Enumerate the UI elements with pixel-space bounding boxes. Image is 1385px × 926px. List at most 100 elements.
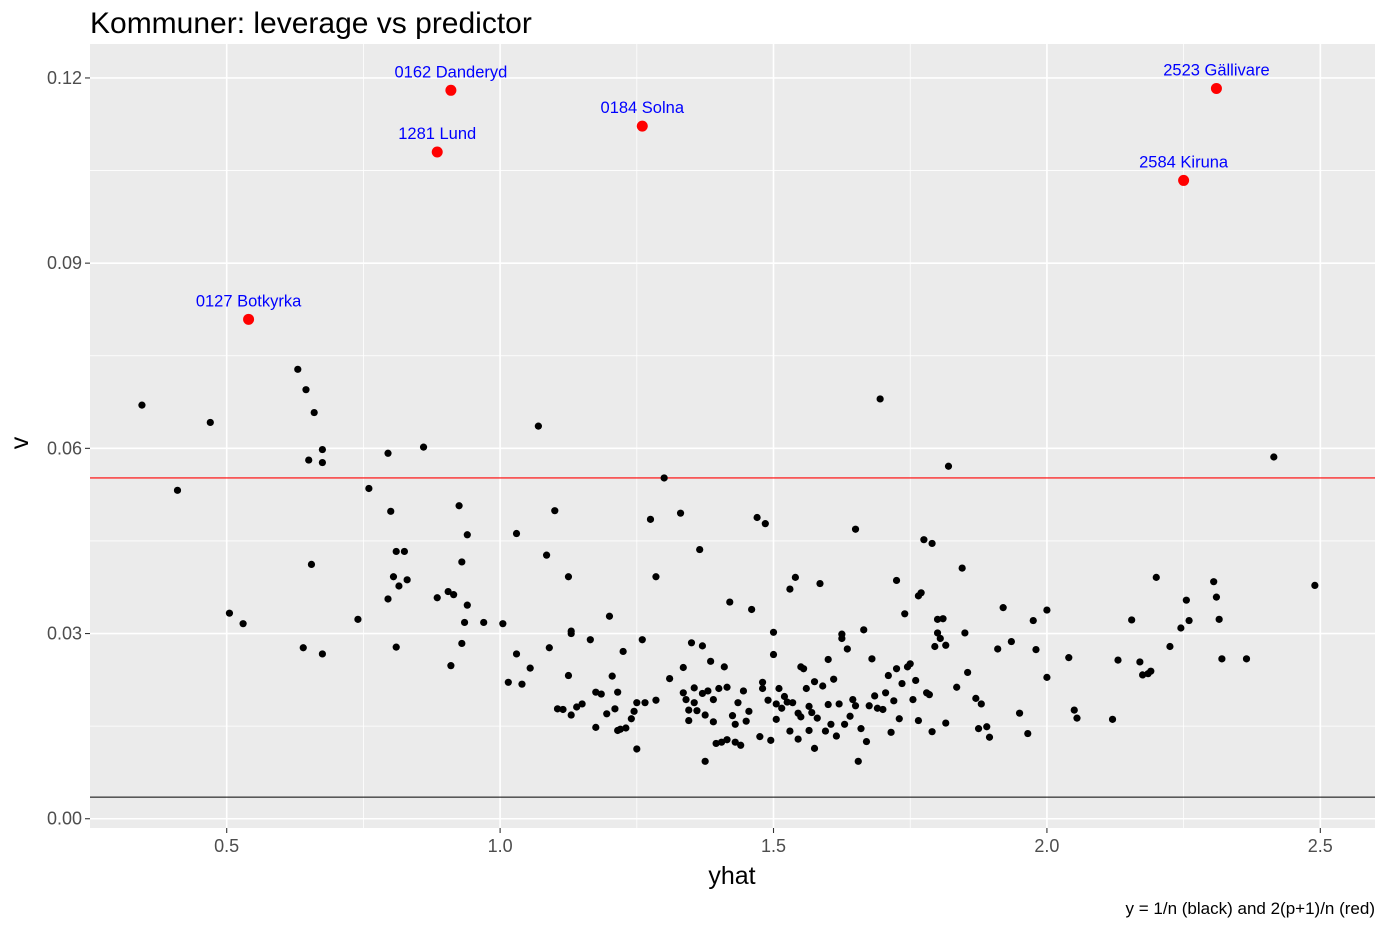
data-point	[1065, 654, 1072, 661]
data-point	[890, 697, 897, 704]
data-point	[920, 536, 927, 543]
data-point	[1043, 606, 1050, 613]
data-point	[401, 548, 408, 555]
data-point	[226, 610, 233, 617]
data-point	[961, 629, 968, 636]
data-point	[1270, 453, 1277, 460]
data-point	[871, 692, 878, 699]
data-point	[912, 677, 919, 684]
data-point	[926, 691, 933, 698]
data-point	[461, 619, 468, 626]
data-point	[770, 629, 777, 636]
data-point	[505, 679, 512, 686]
y-axis-title: v	[6, 436, 34, 449]
data-point	[302, 386, 309, 393]
data-point	[680, 664, 687, 671]
data-point	[685, 706, 692, 713]
data-point	[893, 665, 900, 672]
data-point	[568, 630, 575, 637]
data-point	[893, 577, 900, 584]
data-point	[748, 606, 755, 613]
data-point	[1177, 624, 1184, 631]
y-tick-label: 0.00	[47, 809, 82, 829]
data-point	[294, 366, 301, 373]
data-point	[754, 514, 761, 521]
data-point	[855, 758, 862, 765]
data-point	[887, 729, 894, 736]
data-point	[420, 444, 427, 451]
data-point	[972, 695, 979, 702]
data-point	[907, 660, 914, 667]
data-point	[994, 645, 1001, 652]
data-point	[822, 727, 829, 734]
data-point	[931, 643, 938, 650]
data-point	[740, 687, 747, 694]
y-tick-label: 0.12	[47, 68, 82, 88]
data-point	[614, 689, 621, 696]
data-point	[319, 459, 326, 466]
data-point	[387, 508, 394, 515]
data-point	[450, 591, 457, 598]
data-point	[393, 548, 400, 555]
data-point	[551, 507, 558, 514]
highlighted-point-label: 2584 Kiruna	[1139, 153, 1229, 171]
data-point	[860, 626, 867, 633]
data-point	[1311, 582, 1318, 589]
data-point	[527, 665, 534, 672]
data-point	[464, 602, 471, 609]
x-axis: 0.5 1.0 1.5 2.0 2.5	[214, 828, 1333, 856]
highlighted-point	[432, 147, 443, 158]
data-point	[513, 650, 520, 657]
data-point	[1128, 616, 1135, 623]
data-point	[844, 645, 851, 652]
data-point	[464, 531, 471, 538]
data-point	[726, 598, 733, 605]
data-point	[1210, 578, 1217, 585]
data-point	[759, 685, 766, 692]
data-point	[688, 639, 695, 646]
data-point	[480, 619, 487, 626]
data-point	[759, 679, 766, 686]
data-point	[455, 502, 462, 509]
highlighted-point	[243, 314, 254, 325]
data-point	[959, 565, 966, 572]
data-point	[652, 697, 659, 704]
data-point	[775, 685, 782, 692]
data-point	[877, 395, 884, 402]
data-point	[300, 644, 307, 651]
data-point	[743, 718, 750, 725]
data-point	[628, 715, 635, 722]
data-point	[633, 699, 640, 706]
data-point	[1032, 646, 1039, 653]
data-point	[702, 758, 709, 765]
data-point	[535, 423, 542, 430]
highlighted-point-label: 1281 Lund	[398, 125, 476, 143]
data-point	[1008, 638, 1015, 645]
data-point	[1243, 655, 1250, 662]
data-point	[939, 615, 946, 622]
data-point	[702, 711, 709, 718]
data-point	[885, 672, 892, 679]
data-point	[603, 710, 610, 717]
data-point	[1147, 668, 1154, 675]
data-point	[805, 727, 812, 734]
x-tick-label: 1.0	[488, 836, 513, 856]
data-point	[915, 717, 922, 724]
data-point	[942, 719, 949, 726]
data-point	[729, 712, 736, 719]
data-point	[693, 707, 700, 714]
data-point	[734, 699, 741, 706]
data-point	[1030, 617, 1037, 624]
highlighted-point	[1211, 83, 1222, 94]
data-point	[620, 648, 627, 655]
data-point	[1166, 643, 1173, 650]
data-point	[852, 526, 859, 533]
data-point	[786, 727, 793, 734]
data-point	[559, 706, 566, 713]
data-point	[458, 558, 465, 565]
data-point	[393, 644, 400, 651]
data-point	[942, 642, 949, 649]
data-point	[1213, 594, 1220, 601]
data-point	[723, 684, 730, 691]
data-point	[830, 676, 837, 683]
